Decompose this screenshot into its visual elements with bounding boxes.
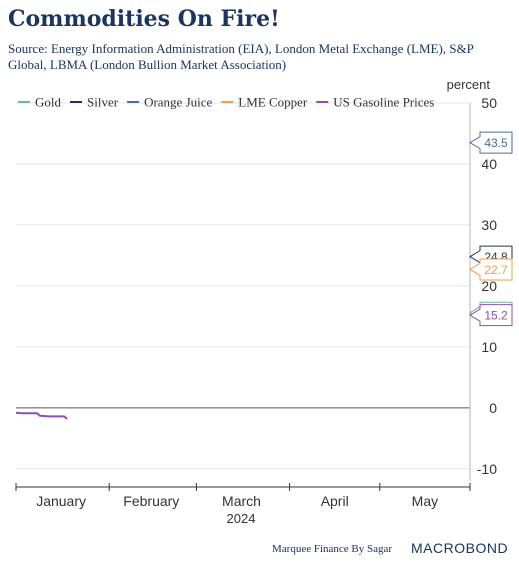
last-value-text-orange-juice: 43.5 [484, 136, 508, 150]
y-tick-label-50: 50 [481, 95, 497, 111]
legend-label-gold: Gold [35, 95, 62, 110]
last-value-box-orange-juice [469, 131, 513, 154]
last-value-labels: 15.624.843.522.715.2 [469, 131, 513, 327]
x-axis-year-label: 2024 [227, 511, 256, 526]
legend-item-lme-copper: LME Copper [221, 95, 308, 110]
last-value-text-us-gasoline-prices: 15.2 [484, 309, 508, 323]
series-line-us-gasoline-prices [15, 411, 68, 420]
chart-title: Commodities On Fire! [8, 6, 280, 32]
macrobond-logo: MACROBOND [411, 540, 508, 556]
y-tick-label-10: -10 [477, 461, 497, 477]
x-tick-label-april: April [321, 493, 349, 509]
last-value-box-lme-copper [469, 258, 513, 281]
last-value-orange-juice: 43.5 [469, 131, 513, 154]
y-tick-label-40: 40 [481, 156, 497, 172]
x-tick-label-january: January [36, 493, 86, 509]
legend-label-silver: Silver [87, 95, 119, 110]
y-tick-labels: 50 40 30 20 10 0 -10 [477, 95, 497, 477]
legend-item-us-gasoline-prices: US Gasoline Prices [316, 95, 434, 110]
last-value-lme-copper: 22.7 [469, 258, 513, 281]
y-tick-label-30: 30 [481, 217, 497, 233]
y-tick-label-10: 10 [481, 339, 497, 355]
legend-item-silver: Silver [70, 95, 119, 110]
x-tick-label-may: May [412, 493, 438, 509]
last-value-us-gasoline-prices: 15.2 [469, 304, 513, 327]
y-axis-label: percent [447, 77, 491, 92]
x-tick-labels: January February March April May [36, 493, 438, 509]
legend-item-gold: Gold [18, 95, 62, 110]
y-tick-label-20: 20 [481, 278, 497, 294]
last-value-box-us-gasoline-prices [469, 304, 513, 327]
legend-label-orange-juice: Orange Juice [144, 95, 212, 110]
legend: Gold Silver Orange Juice LME Copper US Gasol… [18, 95, 434, 110]
legend-label-lme-copper: LME Copper [238, 95, 308, 110]
x-tick-label-february: February [123, 493, 179, 509]
legend-item-orange-juice: Orange Juice [127, 95, 213, 110]
y-tick-label-0: 0 [489, 400, 497, 416]
x-ticks [15, 483, 471, 491]
chart-source: Source: Energy Information Administratio… [8, 41, 474, 72]
footer-credit: Marquee Finance By Sagar [272, 543, 392, 555]
gridlines [16, 102, 470, 470]
legend-label-us-gasoline-prices: US Gasoline Prices [333, 95, 434, 110]
last-value-text-lme-copper: 22.7 [484, 263, 508, 277]
series-lines [15, 411, 68, 420]
x-tick-label-march: March [222, 493, 261, 509]
